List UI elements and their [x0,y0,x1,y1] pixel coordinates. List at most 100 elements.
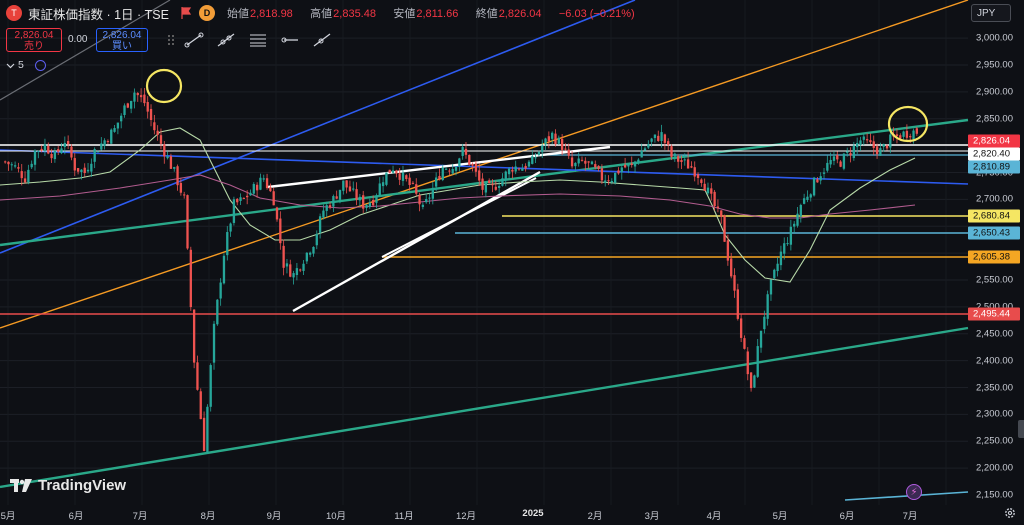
candle-up [829,159,832,165]
candle-down [73,158,76,171]
candle-up [783,243,786,254]
candle-down [388,169,391,174]
indicator-toggle[interactable]: 5 [6,58,46,72]
gear-icon[interactable] [1004,507,1016,519]
horizontal-lines-tool-button[interactable] [244,29,272,51]
price-axis-label: 2,500.00 [976,301,1013,312]
candle-up [120,115,123,122]
candle-up [368,202,371,207]
symbol-badge[interactable]: T [6,5,22,21]
candle-up [166,156,169,159]
candle-down [746,351,749,375]
candle-down [464,148,468,155]
candle-down [289,264,292,277]
candle-down [869,140,872,143]
ray-tool-button[interactable] [212,29,240,51]
trend-line-teal-lower [0,326,969,489]
date-axis-year-label: 2025 [522,508,544,519]
candle-down [4,161,7,163]
candle-down [139,95,143,98]
candle-up [766,294,769,319]
candle-down [720,210,723,217]
candle-down [584,160,587,164]
candle-down [50,153,53,159]
candle-down [153,122,156,131]
date-axis-label: 8月 [200,511,216,522]
horizontal-ray-tool-button[interactable] [276,29,304,51]
candle-up [378,183,381,196]
candle-down [66,141,70,145]
candle-down [663,134,667,143]
candle-up [647,144,650,148]
price-level-tag[interactable]: 2,810.89 [968,160,1020,174]
candle-up [305,252,309,262]
flag-icon[interactable] [179,6,193,20]
candle-down [587,161,590,163]
candle-up [458,158,461,167]
price-level-tag[interactable]: 2,820.40 [968,147,1020,161]
candle-down [690,166,693,168]
candle-up [852,145,856,159]
candle-up [537,151,541,156]
candle-down [570,157,574,167]
candle-up [802,198,806,204]
symbol-title[interactable]: 東証株価指数 · 1日 · TSE [28,7,169,22]
candle-down [156,130,159,135]
horizontal-ray-icon [281,37,298,43]
currency-selector[interactable]: JPY [971,4,1011,22]
candle-up [401,172,405,181]
candle-down [478,170,481,181]
ohlc-values: 始値2,818.98 高値2,835.48 安値2,811.66 終値2,826… [226,8,635,20]
candle-up [484,182,488,193]
candle-up [454,166,458,171]
candle-up [812,177,816,196]
candle-up [302,263,305,271]
drag-handle-icon[interactable] [166,33,176,47]
trend-line-tool-button[interactable] [180,29,208,51]
candle-up [332,196,335,207]
candle-up [786,243,789,245]
candle-down [567,149,570,156]
price-level-tag[interactable]: 2,680.84 [968,209,1020,223]
lightning-icon[interactable]: ⚡ [906,484,922,500]
candle-down [693,167,696,177]
candle-up [252,184,255,194]
candle-up [110,129,113,144]
date-axis-label: 2月 [587,511,603,522]
candle-up [660,132,663,141]
candle-up [365,204,368,208]
price-level-tag[interactable]: 2,495.44 [968,307,1020,321]
highlight-circle-july [145,68,183,104]
buy-button[interactable]: 2,826.04 買い [96,28,148,52]
candle-down [617,170,620,174]
candle-down [448,170,451,172]
candle-up [358,196,362,201]
candle-down [600,168,604,181]
candle-up [375,195,378,203]
candle-down [716,206,720,208]
candle-down [246,195,249,198]
data-source-badge[interactable]: D [198,5,215,21]
extended-line-tool-button[interactable] [308,29,336,51]
candle-up [100,143,103,150]
candle-up [129,100,133,109]
candle-up [206,406,209,453]
price-level-tag[interactable]: 2,650.43 [968,226,1020,240]
candle-up [650,138,653,142]
candle-down [696,174,700,178]
right-panel-toggle[interactable] [1018,420,1024,438]
candle-down [905,130,909,138]
price-level-tag[interactable]: 2,605.38 [968,250,1020,264]
candle-up [90,163,93,172]
candle-down [163,144,166,157]
price-level-tag[interactable]: 2,826.04 [968,134,1020,148]
candle-up [859,140,862,146]
candle-down [136,93,139,96]
candle-up [385,172,388,185]
candle-down [560,138,564,150]
candle-down [875,146,879,155]
candle-up [633,161,637,167]
candle-down [169,156,173,169]
sell-button[interactable]: 2,826.04 売り [6,28,62,52]
